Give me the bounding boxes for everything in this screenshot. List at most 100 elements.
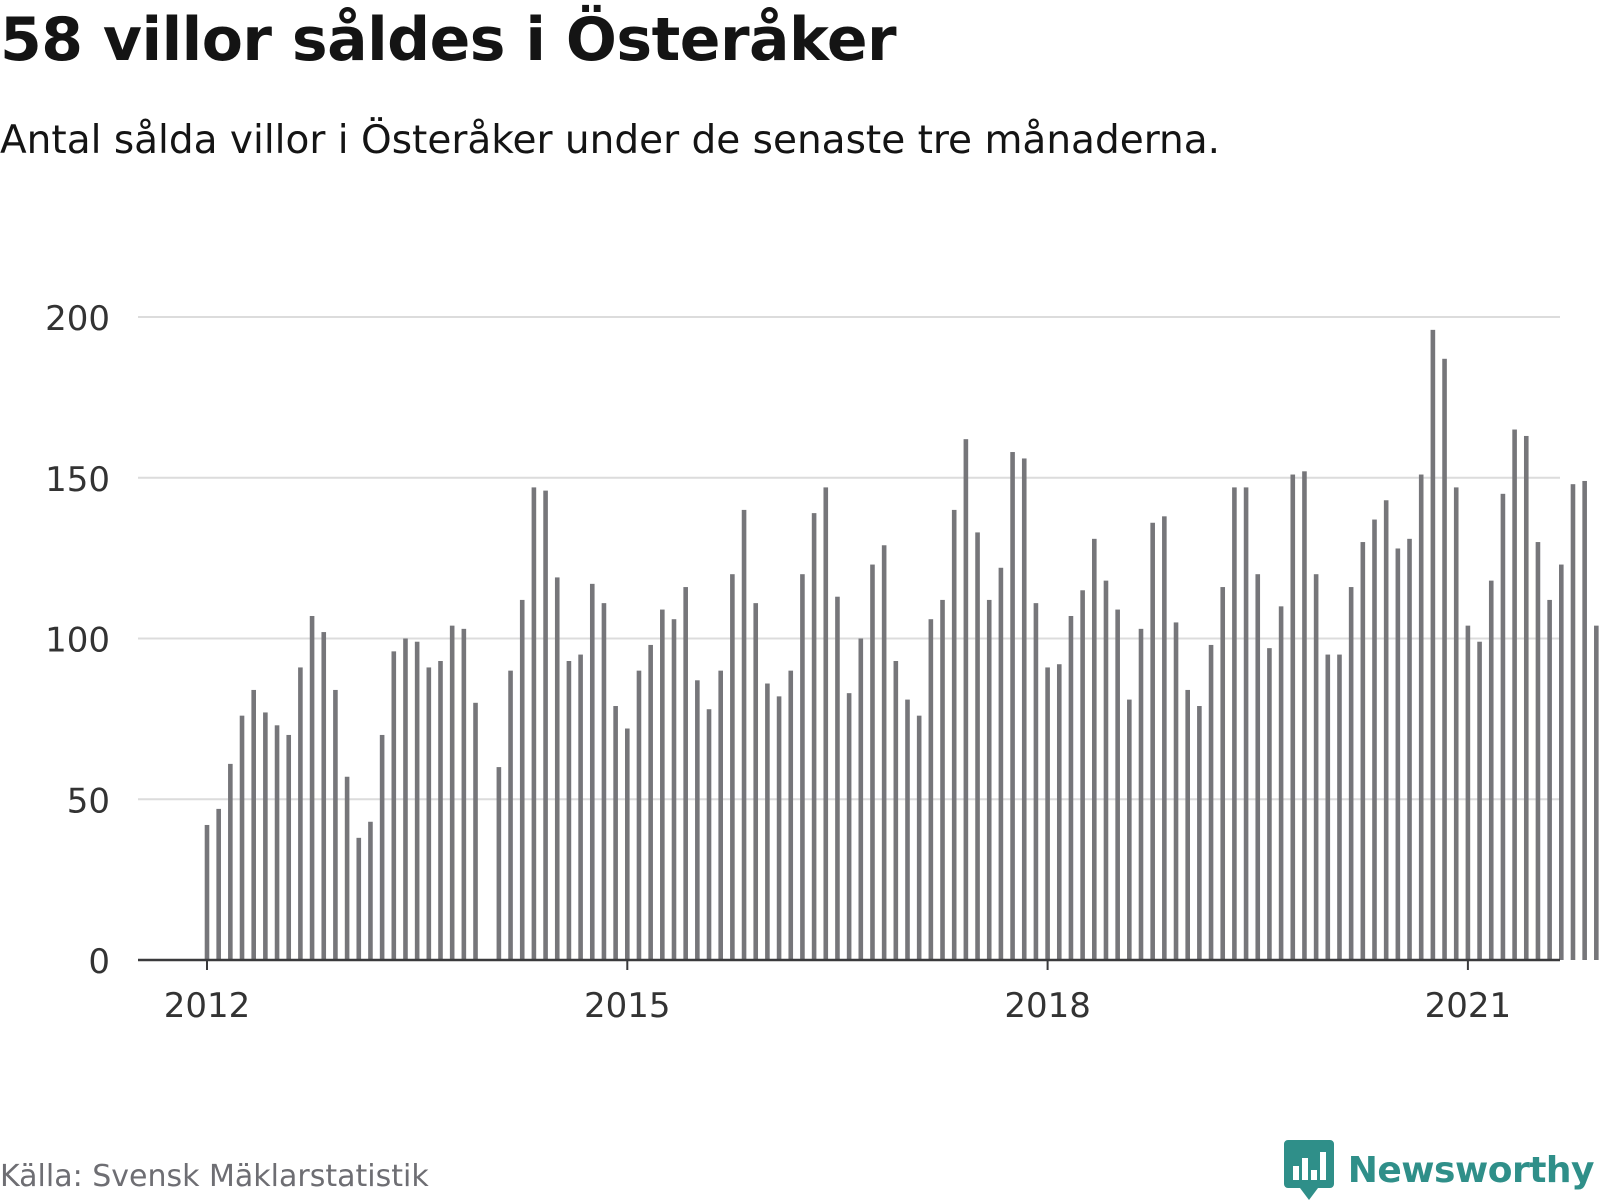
bar	[1033, 603, 1039, 960]
bar	[905, 699, 910, 960]
bar	[1092, 538, 1097, 960]
bar	[730, 574, 735, 960]
bar	[613, 706, 618, 960]
bar	[870, 564, 875, 960]
bar	[1115, 609, 1120, 960]
bar	[1383, 500, 1389, 960]
bar	[1348, 587, 1354, 960]
bar	[928, 619, 934, 960]
bar	[1068, 615, 1074, 960]
y-tick-label: 0	[88, 942, 110, 982]
bar	[823, 487, 829, 960]
bar	[1185, 689, 1190, 960]
bar	[683, 587, 688, 960]
bar	[1255, 574, 1261, 960]
bar	[893, 661, 899, 960]
bar	[1045, 667, 1050, 960]
x-tick-label: 2021	[1425, 986, 1512, 1026]
bar	[519, 599, 525, 960]
bar	[776, 696, 782, 960]
bar	[1372, 519, 1377, 960]
bar	[1208, 644, 1214, 960]
bar	[1465, 625, 1471, 960]
x-axis-ticks: 20122015201820212023	[164, 960, 1512, 1026]
chart-subtitle: Antal sålda villor i Österåker under de …	[0, 118, 1221, 163]
bar	[1453, 487, 1459, 960]
bar	[321, 632, 327, 960]
bar	[274, 725, 280, 960]
bar	[1488, 580, 1494, 960]
bar	[811, 513, 817, 960]
bar	[1407, 538, 1412, 960]
bar	[1500, 493, 1506, 960]
bar	[753, 603, 759, 960]
bar	[449, 625, 455, 960]
bar	[741, 509, 747, 960]
bar	[998, 567, 1004, 960]
bar	[1080, 590, 1085, 960]
bar	[1150, 522, 1155, 960]
bar	[543, 490, 548, 960]
bar	[1162, 516, 1167, 960]
bar	[1360, 542, 1366, 960]
bar	[671, 619, 677, 960]
bar	[508, 670, 513, 960]
y-axis-ticks: 0 50 100 150 200	[45, 299, 110, 982]
bar	[554, 577, 560, 960]
bar	[216, 808, 221, 960]
bar	[461, 628, 467, 960]
bar	[531, 487, 537, 960]
bar	[239, 715, 245, 960]
bar	[648, 644, 653, 960]
bar	[1313, 574, 1319, 960]
bar	[309, 615, 315, 960]
x-tick-label: 2018	[1004, 986, 1091, 1026]
bar	[578, 654, 583, 960]
bar-chart-speech-bubble-icon	[1283, 1140, 1334, 1200]
bar	[204, 824, 210, 960]
bar	[426, 667, 432, 960]
bar	[695, 680, 700, 960]
bar	[1430, 329, 1436, 960]
y-tick-label: 150	[45, 460, 110, 500]
brand-name: Newsworthy	[1347, 1149, 1595, 1191]
bar	[1418, 474, 1424, 960]
bar	[1477, 641, 1482, 960]
bar	[718, 670, 723, 960]
bar	[1010, 452, 1015, 960]
bar	[1512, 429, 1517, 960]
bars	[204, 329, 1599, 961]
bar	[298, 667, 303, 960]
x-tick-label: 2015	[584, 986, 671, 1026]
bar	[765, 683, 770, 960]
bar	[835, 596, 840, 960]
bar	[496, 767, 502, 960]
bar	[1278, 606, 1284, 960]
bar	[1173, 622, 1179, 960]
bar	[1267, 648, 1272, 960]
bar	[1197, 706, 1202, 960]
bar	[916, 715, 922, 960]
bar	[1337, 654, 1342, 960]
source-note: Källa: Svensk Mäklarstatistik	[0, 1159, 429, 1194]
bar	[1232, 487, 1237, 960]
x-tick-label: 2012	[164, 986, 251, 1026]
bar	[1220, 587, 1226, 960]
bar	[601, 603, 607, 960]
bar	[1243, 487, 1249, 960]
bar	[1594, 625, 1599, 960]
bar	[788, 670, 794, 960]
bar	[1302, 471, 1307, 960]
bar	[986, 599, 992, 960]
bar	[473, 702, 478, 960]
bar	[368, 821, 373, 960]
bar	[344, 776, 350, 960]
y-tick-label: 100	[45, 621, 110, 661]
bar	[1103, 580, 1109, 960]
bar	[636, 670, 642, 960]
bar	[858, 638, 864, 960]
brand-logo: Newsworthy	[1283, 1140, 1595, 1200]
bar	[1582, 480, 1587, 960]
bar	[438, 661, 443, 960]
